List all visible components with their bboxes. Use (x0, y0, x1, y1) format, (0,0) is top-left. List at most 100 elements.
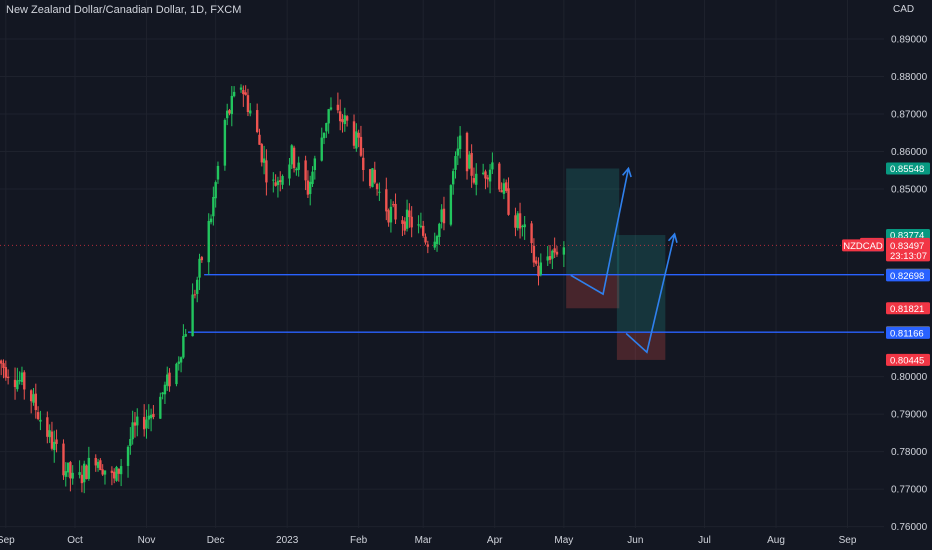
candle-body (99, 460, 102, 471)
candle-body (306, 180, 310, 195)
candle-body (244, 92, 247, 95)
candle-body (209, 218, 213, 223)
candle-body (465, 132, 469, 172)
candle-body (518, 213, 522, 229)
candle-body (535, 260, 538, 264)
candle-body (394, 203, 397, 220)
candle-body (378, 191, 381, 193)
candle-body (389, 206, 393, 223)
price-label-box (886, 269, 930, 282)
candle-body (309, 181, 312, 194)
x-tick-label: May (554, 535, 573, 546)
candle-body (228, 110, 231, 114)
candle-body (53, 441, 56, 451)
candle-body (230, 95, 234, 115)
horizontal-lines[interactable] (0, 244, 884, 333)
candle-body (419, 225, 423, 227)
candle-body (532, 245, 536, 263)
position-target-zone[interactable] (566, 168, 620, 275)
price-tag-label: NZDCAD (843, 241, 883, 252)
candle-body (440, 209, 443, 222)
candle-body (481, 172, 485, 174)
candle-body (357, 132, 360, 138)
projection-arrow[interactable] (570, 168, 630, 296)
x-tick-label: Mar (415, 535, 433, 546)
candle-body (475, 173, 478, 185)
candle-body (279, 180, 282, 183)
candle-body (83, 463, 86, 483)
y-tick-label: 0.87000 (891, 110, 928, 121)
candle-body (516, 213, 519, 229)
candle-body (288, 164, 291, 179)
candle-body (87, 457, 91, 479)
candle-body (94, 457, 97, 466)
candle-body (246, 95, 250, 112)
price-label: 0.85548 (890, 164, 924, 175)
candle-body (142, 416, 146, 430)
y-tick-label: 0.76000 (891, 522, 928, 533)
candle-body (449, 185, 453, 225)
y-tick-label: 0.77000 (891, 485, 928, 496)
x-tick-label: 2023 (276, 535, 299, 546)
position-target-zone[interactable] (616, 235, 666, 333)
candle-body (18, 380, 21, 382)
price-label-box (886, 326, 930, 339)
candle-body (136, 416, 139, 426)
projection-arrow[interactable] (625, 233, 676, 354)
candle-body (101, 469, 104, 475)
candle-body (435, 236, 439, 245)
candle-body (115, 466, 118, 481)
candle-body (175, 363, 178, 385)
candle-body (255, 110, 259, 132)
candle-body (260, 144, 263, 163)
candle-body (242, 90, 245, 95)
candle-body (548, 256, 552, 260)
candle-body (553, 248, 556, 253)
candle-body (34, 393, 37, 411)
x-tick-label: Aug (767, 535, 785, 546)
candle-body (345, 116, 349, 121)
candle-body (355, 131, 358, 149)
candle-body (343, 115, 347, 125)
price-label-box (886, 239, 930, 262)
y-tick-label: 0.85000 (891, 185, 928, 196)
x-tick-label: Jul (698, 535, 711, 546)
candle-body (537, 265, 540, 277)
candle-body (179, 357, 183, 363)
y-tick-label: 0.89000 (891, 35, 928, 46)
candles (0, 84, 566, 494)
candle-body (472, 178, 476, 183)
candle-body (371, 168, 374, 188)
y-tick-label: 0.80000 (891, 372, 928, 383)
position-stop-zone[interactable] (566, 274, 620, 309)
candle-body (193, 294, 197, 296)
candle-body (422, 225, 425, 236)
arrow-head (622, 166, 632, 178)
candle-body (410, 216, 413, 228)
arrow-head (667, 232, 678, 243)
price-label: 0.80445 (890, 355, 924, 366)
candle-body (4, 367, 8, 378)
candle-body (161, 392, 164, 395)
candle-body (272, 179, 275, 181)
candle-body (313, 158, 317, 171)
candle-body (232, 91, 236, 97)
candle-body (149, 414, 153, 419)
candle-body (198, 258, 201, 278)
candle-body (265, 160, 268, 183)
candle-body (191, 294, 194, 337)
candle-body (85, 465, 88, 480)
candle-body (96, 461, 100, 468)
candle-body (276, 180, 280, 186)
x-tick-label: Sep (839, 535, 857, 546)
countdown-label: 23:13:07 (890, 251, 927, 262)
candle-body (177, 361, 180, 364)
candle-body (78, 472, 81, 475)
candle-body (322, 132, 326, 139)
candle-body (470, 152, 473, 176)
candle-body (13, 379, 17, 388)
projection-arrows[interactable] (570, 166, 678, 354)
x-axis: Sep Oct Nov Dec 2023 Feb Mar Apr May Jun Jul Aug Sep (0, 535, 857, 546)
candle-body (505, 182, 508, 191)
